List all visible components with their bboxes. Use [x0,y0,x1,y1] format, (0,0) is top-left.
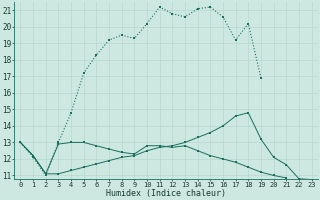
X-axis label: Humidex (Indice chaleur): Humidex (Indice chaleur) [106,189,226,198]
